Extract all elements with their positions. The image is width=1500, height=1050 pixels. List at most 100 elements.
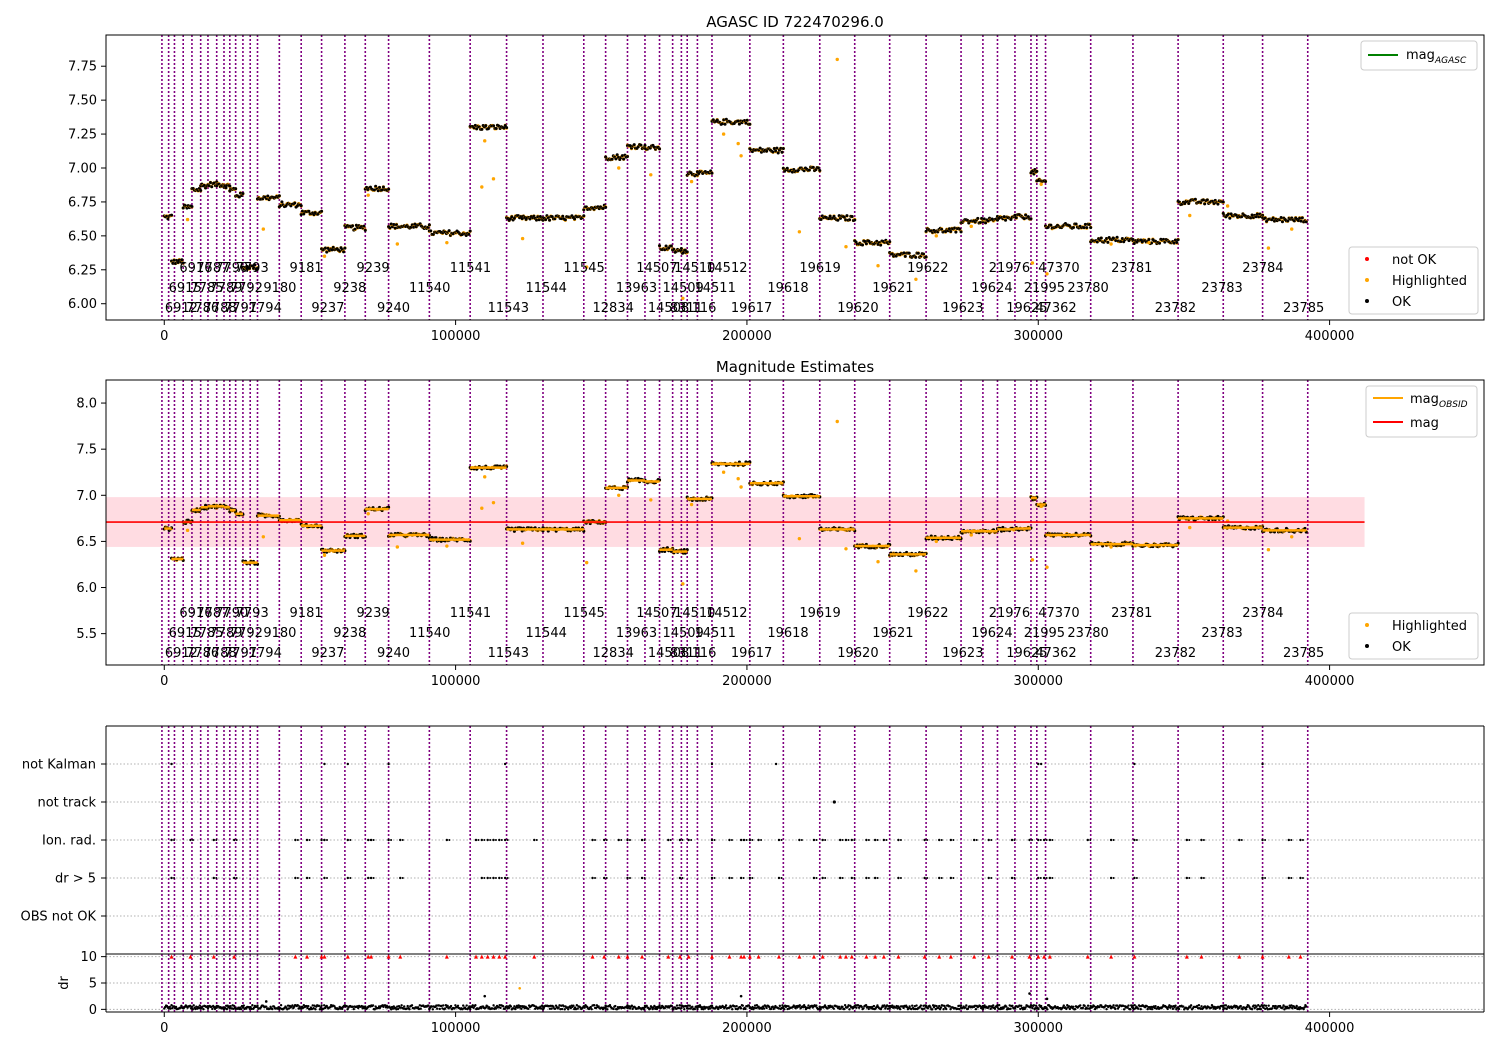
flag-point (232, 838, 236, 842)
agasc-ok-point (720, 122, 724, 126)
agasc-ok-point (538, 215, 542, 219)
agasc-ok-point (1271, 216, 1275, 220)
flag-point (1013, 877, 1016, 879)
agasc-ok-point (683, 248, 687, 252)
estimates-obsid-label: 23785 (1283, 646, 1324, 661)
agasc-ok-point (1131, 237, 1135, 241)
flag-label: OBS not OK (21, 910, 97, 925)
agasc-obsid-label: 9181 (290, 261, 323, 276)
agasc-obsid-label: 14511 (694, 281, 735, 296)
agasc-ok-point (582, 208, 586, 212)
dr-axis-label: dr (57, 976, 72, 990)
agasc-ok-point (781, 166, 785, 170)
flag-point (626, 876, 629, 880)
agasc-ok-point (1255, 212, 1259, 216)
dr-point (527, 1007, 530, 1011)
dr-point (242, 1004, 245, 1007)
flag-point (832, 800, 836, 804)
flag-point (812, 876, 816, 880)
flag-point (1045, 877, 1048, 879)
flag-point (591, 876, 594, 880)
agasc-ok-point (818, 168, 822, 172)
estimates-obsid-label: 7794 (249, 646, 282, 661)
agasc-ok-point (625, 155, 629, 159)
agasc-ok-point (353, 227, 357, 231)
agasc-ok-point (472, 126, 476, 130)
flag-point (745, 839, 748, 841)
agasc-highlighted-point (261, 227, 266, 231)
agasc-ok-point (330, 248, 334, 252)
agasc-highlighted-point (969, 224, 973, 229)
flag-point (739, 876, 743, 880)
agasc-ok-point (431, 232, 435, 236)
flag-point (774, 762, 778, 766)
agasc-legend-marker (1365, 257, 1369, 261)
agasc-ok-point (1004, 218, 1008, 222)
dr-y-tick-label: 10 (80, 950, 97, 965)
estimates-highlighted-point (1266, 548, 1271, 552)
agasc-ok-point (685, 250, 689, 254)
dr-point (307, 1004, 310, 1008)
agasc-ok-point (1095, 240, 1099, 244)
agasc-ok-point (300, 209, 304, 213)
flag-point (480, 876, 484, 880)
agasc-ok-point (325, 250, 329, 254)
agasc-ok-point (863, 239, 867, 243)
agasc-ok-point (1022, 217, 1026, 221)
flag-point (401, 877, 404, 879)
agasc-ok-point (663, 248, 667, 252)
flag-point (489, 877, 492, 879)
agasc-ok-point (1203, 202, 1207, 206)
flag-point (323, 838, 326, 842)
flag-point (445, 838, 449, 842)
flag-point (366, 876, 370, 880)
flag-point (640, 876, 644, 880)
agasc-highlighted-point (445, 240, 449, 245)
agasc-obsid-label: 19618 (767, 281, 808, 296)
agasc-ok-point (1087, 223, 1091, 227)
flag-point (305, 838, 309, 842)
agasc-ok-point (548, 218, 552, 222)
agasc-ok-point (953, 226, 957, 230)
flag-point (320, 838, 323, 842)
agasc-panel: AGASC ID 722470296.0 0 100000 200000 300000… (68, 13, 1485, 344)
agasc-ok-point (1292, 219, 1296, 223)
flag-point (1135, 839, 1138, 841)
estimates-obsid-label: 11540 (409, 626, 450, 641)
flag-point (212, 838, 215, 842)
estimates-highlighted-point (1030, 558, 1035, 562)
flag-point (533, 838, 536, 842)
agasc-ok-point (505, 126, 509, 130)
agasc-ok-point (323, 246, 327, 250)
agasc-ok-point (342, 250, 346, 254)
flag-point (626, 838, 629, 842)
agasc-ok-point (722, 118, 726, 122)
flag-point (1039, 762, 1043, 766)
flag-point (232, 876, 236, 880)
flag-label: not Kalman (22, 758, 96, 773)
agasc-ok-point (250, 264, 254, 268)
agasc-highlighted-point (1188, 213, 1192, 218)
agasc-ok-point (302, 212, 306, 216)
flag-point (1039, 877, 1042, 879)
flag-point (710, 838, 714, 842)
estimates-x-tick-label: 400000 (1305, 674, 1355, 689)
flag-point (815, 877, 818, 879)
estimates-highlighted-point (1109, 545, 1113, 549)
flag-point (923, 876, 926, 880)
dr-point (403, 1005, 406, 1008)
agasc-ok-point (681, 251, 685, 255)
agasc-ok-point (1250, 213, 1254, 217)
agasc-ok-point (1212, 202, 1216, 206)
flag-point (780, 877, 783, 879)
estimates-y-tick-label: 8.0 (76, 397, 97, 412)
agasc-ok-point (954, 230, 958, 234)
flag-point (926, 839, 929, 841)
agasc-ok-point (816, 166, 820, 170)
dr-point (251, 1004, 254, 1007)
agasc-highlighted-point (480, 185, 484, 189)
estimates-obsid-label: 47370 (1038, 606, 1079, 621)
estimates-legend-label: Highlighted (1392, 619, 1467, 634)
estimates-highlighted-point (739, 485, 743, 489)
flag-point (170, 876, 173, 880)
